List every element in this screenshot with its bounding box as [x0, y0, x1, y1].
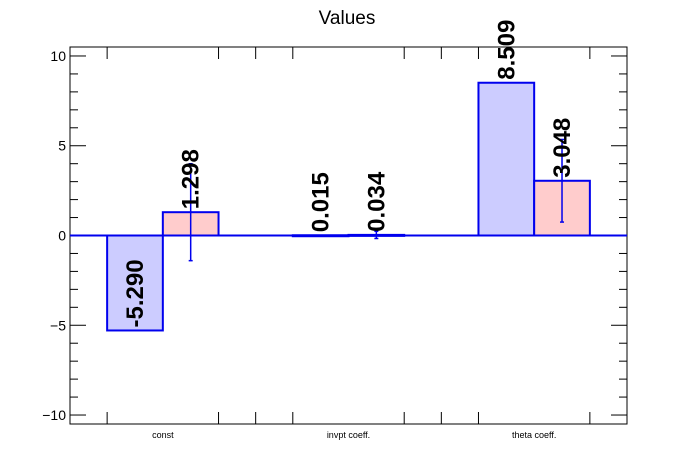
bar-value-label: 8.509 — [493, 20, 520, 80]
y-axis: −10 −5 0 5 10 — [42, 48, 627, 423]
bar-value-label: -5.290 — [122, 259, 149, 327]
x-category-label: theta coeff. — [512, 430, 556, 440]
x-category-label: const — [152, 430, 174, 440]
x-category-label: invpt coeff. — [327, 430, 370, 440]
x-axis: const invpt coeff. theta coeff. — [106, 47, 591, 440]
y-tick-label: −10 — [42, 407, 66, 423]
y-tick-label: −5 — [50, 317, 66, 333]
bar-value-label: 0.015 — [308, 172, 335, 232]
y-tick-label: 5 — [58, 138, 66, 154]
bar-value-label: 1.298 — [178, 149, 205, 209]
bar-value-label: 0.034 — [363, 171, 390, 232]
bar-value-label: 3.048 — [549, 118, 576, 178]
chart-title: Values — [319, 8, 376, 29]
data-labels: -5.290 0.015 8.509 1.298 0.034 3.048 — [122, 20, 576, 328]
bar — [477, 81, 536, 237]
y-tick-label: 10 — [50, 48, 66, 64]
y-tick-label: 0 — [58, 228, 66, 244]
bars — [106, 81, 591, 332]
bar — [106, 234, 164, 332]
error-bars — [188, 138, 565, 262]
